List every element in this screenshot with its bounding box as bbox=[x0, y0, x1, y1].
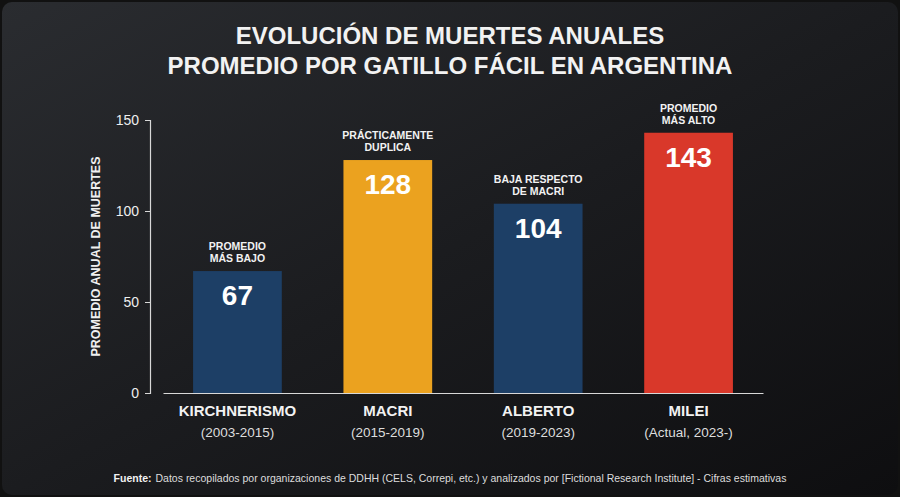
y-tick-mark bbox=[145, 393, 150, 394]
y-axis-line bbox=[145, 121, 151, 394]
bar bbox=[343, 160, 432, 393]
source-label: Fuente: bbox=[114, 472, 152, 484]
annotation: PROMEDIO bbox=[209, 240, 266, 252]
title: PROMEDIO POR GATILLO FÁCIL EN ARGENTINA bbox=[168, 52, 733, 79]
period-label: (2003-2015) bbox=[201, 425, 275, 440]
x-tick: MACRI bbox=[363, 393, 412, 419]
periods: (2003-2015) (2015-2019) (2019-2023) (Actual… bbox=[201, 425, 733, 440]
y-axis-title: PROMEDIO ANUAL DE MUERTES bbox=[89, 156, 103, 356]
data-label: 128 bbox=[364, 169, 411, 200]
y-tick: 0 bbox=[131, 385, 150, 401]
source: Fuente: Datos recopilados por organizacio… bbox=[114, 472, 787, 484]
data-label: 143 bbox=[665, 142, 712, 173]
period-label: (2015-2019) bbox=[351, 425, 425, 440]
y-tick-label: 50 bbox=[123, 294, 139, 310]
annotation: DUPLICA bbox=[364, 141, 411, 153]
x-tick-label: MILEI bbox=[669, 402, 709, 419]
bar bbox=[193, 271, 282, 393]
period-label: (2019-2023) bbox=[501, 425, 575, 440]
y-tick: 150 bbox=[116, 112, 150, 128]
annotations: PROMEDIOMÁS BAJOPRÁCTICAMENTEDUPLICABAJA… bbox=[209, 102, 717, 264]
x-tick: KIRCHNERISMO bbox=[179, 393, 297, 419]
title-group: EVOLUCIÓN DE MUERTES ANUALES PROMEDIO POR… bbox=[168, 22, 733, 79]
source-text: Datos recopilados por organizaciones de … bbox=[156, 472, 787, 484]
bar bbox=[494, 204, 583, 393]
data-labels: 67 128 104 143 bbox=[222, 142, 712, 311]
x-tick: ALBERTO bbox=[502, 393, 575, 419]
y-tick-label: 150 bbox=[116, 112, 140, 128]
y-tick-label: 100 bbox=[116, 203, 140, 219]
annotation: MÁS ALTO bbox=[662, 114, 715, 126]
annotation: BAJA RESPECTO bbox=[494, 173, 583, 185]
data-label: 67 bbox=[222, 280, 253, 311]
y-tick-mark bbox=[145, 120, 150, 121]
y-tick: 100 bbox=[116, 203, 150, 219]
background bbox=[2, 2, 898, 495]
y-tick: 50 bbox=[123, 294, 150, 310]
x-axis-line bbox=[164, 393, 764, 394]
period-label: (Actual, 2023-) bbox=[644, 425, 733, 440]
annotation: PROMEDIO bbox=[660, 102, 717, 114]
y-tick-label: 0 bbox=[131, 385, 139, 401]
annotation: PRÁCTICAMENTE bbox=[342, 129, 433, 141]
x-tick: MILEI bbox=[669, 393, 709, 419]
x-tick-label: MACRI bbox=[363, 402, 412, 419]
bars bbox=[193, 133, 733, 393]
bar bbox=[644, 133, 733, 393]
x-axis: KIRCHNERISMO MACRI ALBERTO MILEI bbox=[164, 393, 764, 419]
y-tick-mark bbox=[145, 211, 150, 212]
y-tick-mark bbox=[145, 302, 150, 303]
y-axis: 0 50 100 150 bbox=[116, 112, 151, 401]
data-label: 104 bbox=[515, 213, 562, 244]
annotation: MÁS BAJO bbox=[210, 252, 265, 264]
chart: EVOLUCIÓN DE MUERTES ANUALES PROMEDIO POR… bbox=[0, 0, 900, 497]
x-tick-label: ALBERTO bbox=[502, 402, 575, 419]
title: EVOLUCIÓN DE MUERTES ANUALES bbox=[236, 22, 664, 49]
x-tick-label: KIRCHNERISMO bbox=[179, 402, 297, 419]
annotation: DE MACRI bbox=[512, 185, 564, 197]
